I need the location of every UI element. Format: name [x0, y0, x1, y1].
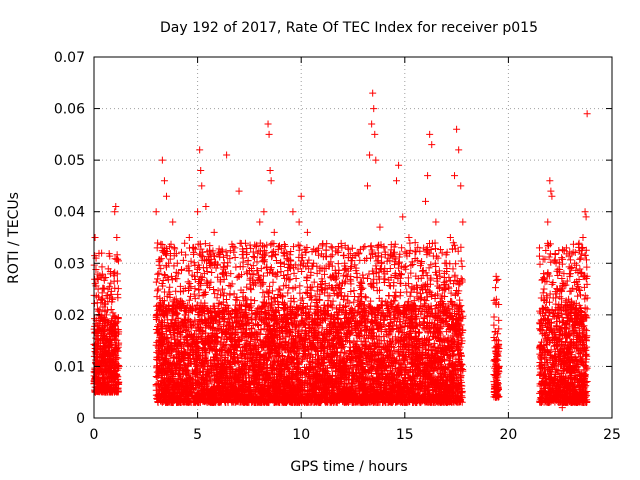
data-point [112, 355, 120, 363]
data-point [92, 334, 100, 342]
data-point [91, 299, 99, 307]
data-point [98, 294, 106, 302]
data-point [110, 320, 118, 328]
data-point [107, 361, 115, 369]
data-point [96, 348, 104, 356]
data-point [109, 357, 117, 365]
data-point [110, 312, 118, 320]
data-point [95, 307, 103, 315]
data-point [97, 296, 105, 304]
data-point [105, 367, 113, 375]
data-point [91, 322, 99, 330]
data-point [91, 375, 99, 383]
data-point [113, 345, 121, 353]
data-point [111, 322, 119, 330]
data-point [340, 348, 348, 356]
scatter-points [90, 89, 591, 412]
data-point [98, 249, 106, 257]
data-point [111, 268, 119, 276]
data-point [112, 344, 120, 352]
data-point [100, 285, 108, 293]
data-point [110, 277, 118, 285]
data-point [99, 374, 107, 382]
data-point [96, 386, 104, 394]
data-point [104, 351, 112, 359]
data-point [110, 387, 118, 395]
data-point [104, 298, 112, 306]
data-point [111, 284, 119, 292]
data-point [98, 328, 106, 336]
data-point [108, 335, 116, 343]
data-point [98, 263, 106, 271]
data-point [101, 306, 109, 314]
data-point [107, 330, 115, 338]
data-point [107, 305, 115, 313]
data-point [95, 379, 103, 387]
data-point [114, 379, 122, 387]
data-point [103, 344, 111, 352]
data-point [93, 343, 101, 351]
data-point [103, 319, 111, 327]
data-point [110, 368, 118, 376]
data-point [97, 362, 105, 370]
data-point [110, 350, 118, 358]
data-point [91, 388, 99, 396]
data-point [217, 355, 225, 363]
data-point [104, 375, 112, 383]
data-point [107, 290, 115, 298]
data-point [104, 327, 112, 335]
data-point [105, 250, 113, 258]
data-point [95, 369, 103, 377]
data-point [91, 280, 99, 288]
data-point [102, 292, 110, 300]
data-point [97, 273, 105, 281]
data-point [109, 309, 117, 317]
data-point [91, 315, 99, 323]
data-point [112, 329, 120, 337]
data-point [92, 374, 100, 382]
data-point [94, 270, 102, 278]
data-point [113, 255, 121, 263]
data-point [108, 388, 116, 396]
data-point [113, 372, 121, 380]
data-point [94, 326, 102, 334]
data-point [100, 332, 108, 340]
data-point [114, 294, 122, 302]
data-point [96, 306, 104, 314]
data-point [93, 327, 101, 335]
data-point [99, 320, 107, 328]
data-point [100, 276, 108, 284]
data-point [99, 327, 107, 335]
data-point [337, 349, 345, 357]
data-point [98, 336, 106, 344]
data-point [111, 313, 119, 321]
data-point [96, 312, 104, 320]
